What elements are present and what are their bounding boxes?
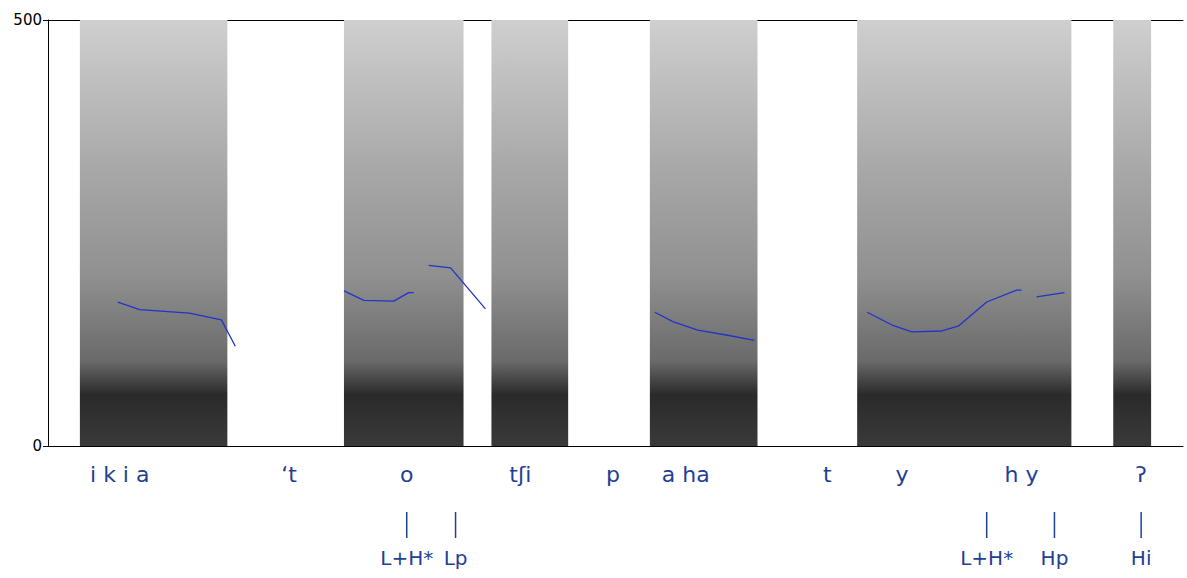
svg-text:a ha: a ha	[662, 462, 710, 487]
svg-text:500: 500	[13, 11, 42, 29]
svg-text:‘t: ‘t	[281, 462, 297, 487]
svg-text:tʃi: tʃi	[509, 462, 531, 487]
svg-text:0: 0	[32, 437, 42, 455]
svg-text:p: p	[606, 462, 620, 487]
svg-text:Hi: Hi	[1131, 546, 1152, 570]
svg-text:Hp: Hp	[1041, 546, 1069, 570]
svg-text:L+H*: L+H*	[380, 546, 433, 570]
svg-text:t: t	[823, 462, 832, 487]
svg-text:i k i a: i k i a	[90, 462, 149, 487]
svg-text:Lp: Lp	[444, 546, 468, 570]
svg-text:y: y	[895, 462, 908, 487]
svg-text:h y: h y	[1005, 462, 1039, 487]
svg-text:ʔ: ʔ	[1136, 462, 1147, 487]
svg-text:o: o	[400, 462, 413, 487]
svg-text:L+H*: L+H*	[960, 546, 1013, 570]
